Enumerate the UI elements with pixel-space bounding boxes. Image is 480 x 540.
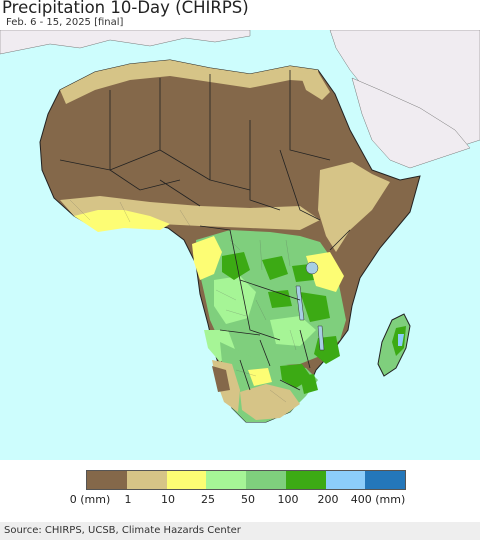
legend-swatch-7 — [365, 471, 405, 489]
lake-malawi — [317, 325, 325, 351]
arabian-peninsula — [351, 77, 471, 169]
legend-swatch-1 — [126, 471, 167, 489]
admin-borders — [69, 199, 297, 403]
europe-landmass — [0, 30, 251, 55]
country-borders — [59, 70, 351, 391]
source-bar: Source: CHIRPS, UCSB, Climate Hazards Ce… — [0, 522, 480, 540]
legend-swatch-6 — [325, 471, 366, 489]
lake-victoria — [305, 261, 319, 275]
legend-tick-7: 400 (mm) — [350, 493, 406, 506]
legend-swatch-5 — [285, 471, 326, 489]
legend-tick-3: 25 — [201, 493, 215, 506]
legend-tick-4: 50 — [241, 493, 255, 506]
legend-swatch-0 — [87, 471, 127, 489]
legend-tick-0: 0 (mm) — [69, 493, 111, 506]
legend-swatch-3 — [206, 471, 246, 489]
precipitation-map — [0, 30, 480, 460]
legend: 0 (mm) 1 10 25 50 100 200 400 (mm) — [0, 460, 480, 522]
legend-swatch-2 — [166, 471, 207, 489]
legend-tick-5: 100 — [277, 493, 299, 506]
legend-tick-6: 200 — [317, 493, 339, 506]
lake-tanganyika — [295, 285, 305, 321]
map-title: Precipitation 10-Day (CHIRPS) — [2, 0, 249, 17]
source-text: Source: CHIRPS, UCSB, Climate Hazards Ce… — [4, 525, 241, 536]
legend-tick-2: 10 — [161, 493, 175, 506]
legend-color-bar — [86, 470, 406, 490]
map-subtitle: Feb. 6 - 15, 2025 [final] — [6, 17, 124, 28]
legend-swatch-4 — [246, 471, 286, 489]
legend-tick-1: 1 — [124, 493, 132, 506]
